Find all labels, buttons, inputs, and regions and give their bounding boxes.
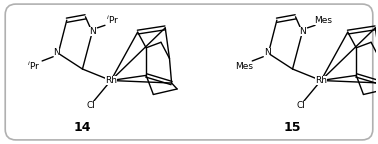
Text: $^i$Pr: $^i$Pr xyxy=(27,60,40,72)
Text: Rh: Rh xyxy=(315,76,327,85)
Text: Mes: Mes xyxy=(314,16,332,25)
Text: Cl: Cl xyxy=(87,101,95,110)
Text: Cl: Cl xyxy=(297,101,305,110)
Text: N: N xyxy=(299,27,306,36)
Text: Rh: Rh xyxy=(105,76,117,85)
Text: 15: 15 xyxy=(284,121,301,134)
Text: N: N xyxy=(54,48,60,57)
Text: 14: 14 xyxy=(74,121,91,134)
Text: N: N xyxy=(264,48,271,57)
Text: $^i$Pr: $^i$Pr xyxy=(106,14,119,26)
FancyBboxPatch shape xyxy=(5,4,373,140)
Text: N: N xyxy=(89,27,96,36)
Text: Mes: Mes xyxy=(235,61,253,71)
